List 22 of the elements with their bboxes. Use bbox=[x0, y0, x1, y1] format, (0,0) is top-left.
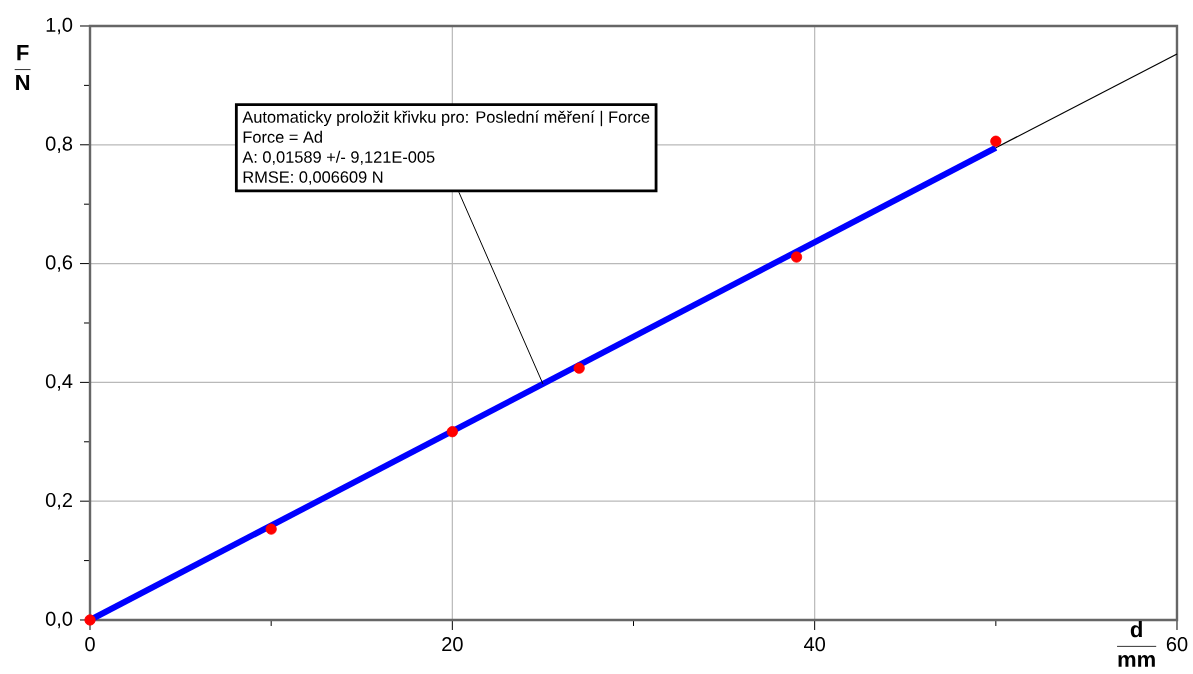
annotation: A: 0,01589 +/- 9,121E-005 bbox=[242, 150, 435, 165]
x-tick-label: 40 bbox=[804, 637, 826, 652]
x-axis-title: $\frac{\mathbf{d}}{\mathbf{mm}}$ bbox=[1117, 621, 1157, 667]
x-tick-label: 0 bbox=[85, 637, 95, 652]
y-tick-label: 0,8 bbox=[45, 136, 73, 154]
x-tick-label: 20 bbox=[442, 637, 463, 652]
point bbox=[790, 251, 803, 263]
y-tick-label: 0,6 bbox=[45, 255, 73, 272]
point bbox=[573, 362, 585, 374]
annotation: Automaticky proložit křivku pro: Poslední měření | Force bbox=[242, 110, 650, 127]
y-axis-title: $\frac{\mathbf{F}}{\mathbf{N}}$ bbox=[14, 45, 31, 91]
y-tick-label: 0,0 bbox=[45, 611, 73, 629]
y-tick-label: 1,0 bbox=[46, 17, 73, 35]
point bbox=[990, 135, 1002, 147]
y-tick-label: 0,4 bbox=[45, 374, 73, 391]
annotation: RMSE: 0,006609 N bbox=[243, 171, 383, 185]
point bbox=[84, 614, 96, 626]
x-tick-label: 60 bbox=[1166, 637, 1188, 652]
annotation: Force = Ad bbox=[243, 130, 322, 143]
point bbox=[265, 523, 277, 535]
y-tick-label: 0,2 bbox=[45, 492, 72, 510]
point bbox=[446, 426, 458, 438]
